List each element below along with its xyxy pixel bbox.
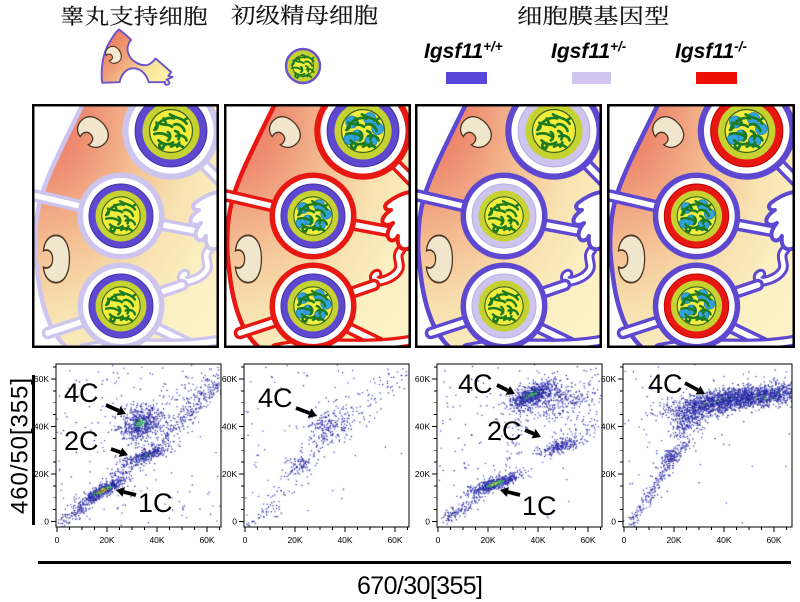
svg-text:4C: 4C <box>64 378 99 408</box>
svg-text:0: 0 <box>55 535 60 545</box>
svg-text:2C: 2C <box>487 416 522 446</box>
svg-text:40K: 40K <box>530 535 545 545</box>
svg-text:40K: 40K <box>716 535 731 545</box>
svg-text:460/50[355]: 460/50[355] <box>7 378 34 514</box>
svg-text:60K: 60K <box>766 535 781 545</box>
svg-text:20K: 20K <box>34 469 49 479</box>
svg-text:0: 0 <box>425 517 430 527</box>
svg-text:4C: 4C <box>648 369 683 399</box>
svg-text:40K: 40K <box>149 535 164 545</box>
svg-text:60K: 60K <box>222 374 237 384</box>
svg-text:20K: 20K <box>666 535 681 545</box>
svg-text:20K: 20K <box>415 469 430 479</box>
svg-text:1C: 1C <box>138 488 173 518</box>
svg-text:40K: 40K <box>415 422 430 432</box>
svg-text:60K: 60K <box>387 535 402 545</box>
svg-text:20K: 20K <box>222 469 237 479</box>
svg-text:60K: 60K <box>34 374 49 384</box>
svg-text:20K: 20K <box>601 469 616 479</box>
svg-text:2C: 2C <box>64 426 99 456</box>
svg-text:60K: 60K <box>580 535 595 545</box>
svg-text:0: 0 <box>44 517 49 527</box>
svg-text:0: 0 <box>243 535 248 545</box>
svg-text:0: 0 <box>436 535 441 545</box>
svg-text:0: 0 <box>611 517 616 527</box>
svg-text:670/30[355]: 670/30[355] <box>357 572 483 600</box>
svg-text:0: 0 <box>232 517 237 527</box>
svg-text:20K: 20K <box>480 535 495 545</box>
svg-text:40K: 40K <box>601 422 616 432</box>
svg-text:20K: 20K <box>99 535 114 545</box>
svg-text:40K: 40K <box>337 535 352 545</box>
svg-text:60K: 60K <box>415 374 430 384</box>
svg-text:0: 0 <box>622 535 627 545</box>
svg-text:60K: 60K <box>199 535 214 545</box>
svg-text:20K: 20K <box>287 535 302 545</box>
svg-text:40K: 40K <box>34 422 49 432</box>
svg-text:4C: 4C <box>458 369 493 399</box>
svg-text:40K: 40K <box>222 422 237 432</box>
svg-text:60K: 60K <box>601 374 616 384</box>
svg-text:4C: 4C <box>258 383 293 413</box>
svg-text:1C: 1C <box>522 491 557 521</box>
